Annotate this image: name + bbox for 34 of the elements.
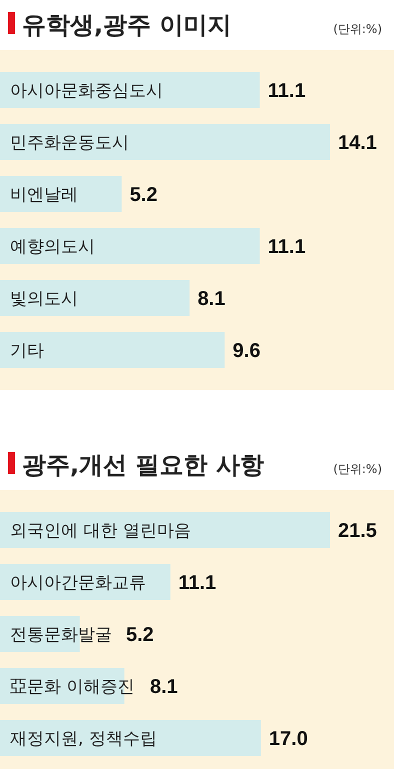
bar [0, 280, 190, 316]
data-label: 8.1 [198, 288, 226, 310]
y-tick-label: 빛의도시 [10, 289, 78, 309]
y-tick-label: 예향의도시 [10, 237, 95, 257]
y-tick-label: 전통문화발굴 [10, 625, 112, 645]
data-label: 8.1 [150, 676, 178, 698]
bar [0, 124, 330, 160]
bar [0, 332, 225, 368]
y-tick-label: 아시아문화중심도시 [10, 81, 163, 101]
y-tick-label: 비엔날레 [10, 185, 78, 205]
y-tick-label: 재정지원, 정책수립 [10, 729, 157, 749]
bar [0, 512, 330, 548]
data-label: 5.2 [130, 184, 158, 206]
data-label: 11.1 [268, 236, 306, 258]
data-label: 21.5 [338, 520, 377, 542]
chart-title: 광주,개선 필요한 사항 [22, 451, 264, 479]
data-label: 17.0 [268, 728, 308, 750]
y-tick-label: 외국인에 대한 열린마음 [10, 521, 191, 541]
data-label: 11.1 [178, 572, 216, 594]
data-label: 5.2 [126, 624, 154, 646]
bar [0, 72, 260, 108]
data-label: 9.6 [232, 340, 260, 362]
text: (단위:%) [333, 22, 382, 36]
y-tick-label: 기타 [10, 341, 44, 361]
y-tick-label: 亞문화 이해증진 [10, 677, 134, 697]
bar [0, 720, 261, 756]
y-tick-label: 민주화운동도시 [10, 133, 129, 153]
bar [0, 176, 122, 212]
chart-title: 유학생,광주 이미지 [22, 11, 232, 39]
data-label: 11.1 [268, 80, 306, 102]
bar [0, 228, 260, 264]
data-label: 14.1 [338, 132, 377, 154]
y-tick-label: 아시아간문화교류 [10, 573, 146, 593]
text: (단위:%) [333, 462, 382, 476]
